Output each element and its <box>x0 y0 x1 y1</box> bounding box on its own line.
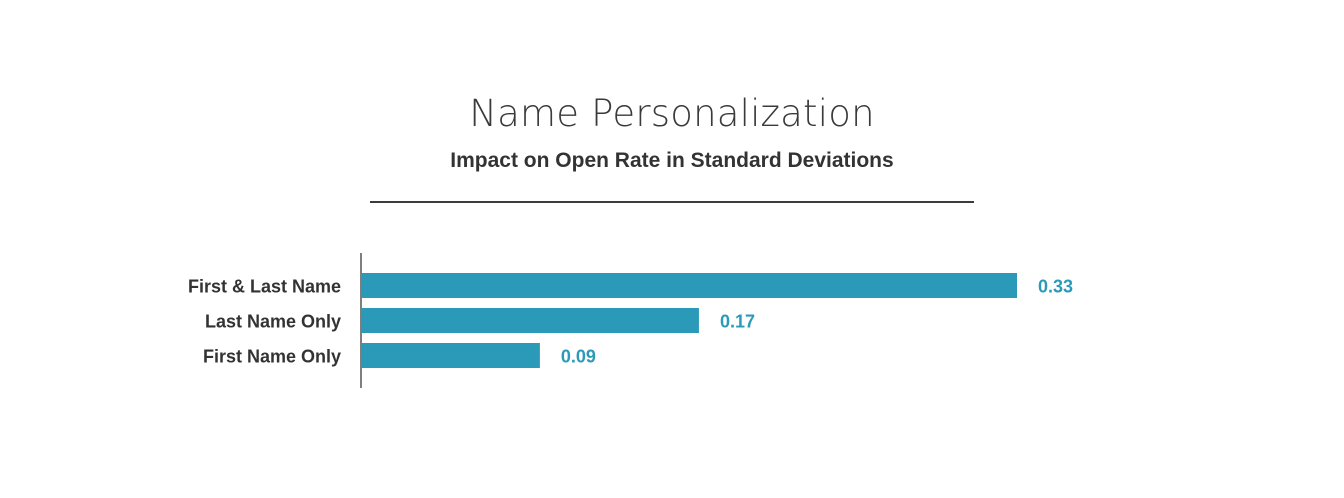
bar <box>361 308 699 333</box>
category-label: Last Name Only <box>205 312 341 332</box>
value-label: 0.09 <box>561 347 596 367</box>
value-label: 0.17 <box>720 312 755 332</box>
bar <box>361 343 540 368</box>
bar <box>361 273 1017 298</box>
chart-title: Name Personalization <box>469 92 875 135</box>
value-label: 0.33 <box>1038 277 1073 297</box>
title-divider <box>370 201 974 203</box>
chart-subtitle: Impact on Open Rate in Standard Deviatio… <box>450 149 894 172</box>
category-label: First Name Only <box>203 347 341 367</box>
category-label: First & Last Name <box>188 277 341 297</box>
